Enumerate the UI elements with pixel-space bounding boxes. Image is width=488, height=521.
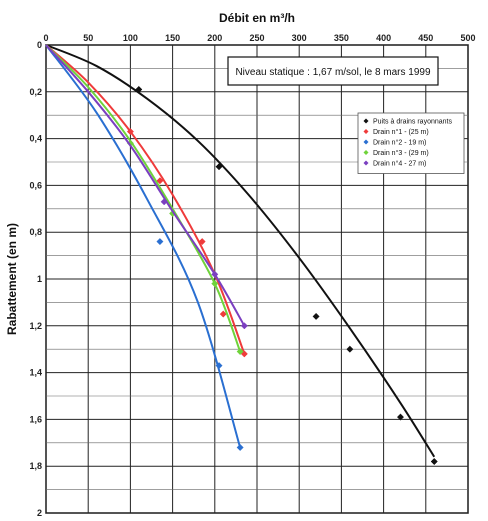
data-point bbox=[312, 312, 320, 320]
y-tick-label: 0,6 bbox=[29, 180, 42, 190]
data-point bbox=[236, 443, 244, 452]
data-point bbox=[135, 85, 143, 94]
y-axis-ticks: 0 0,2 0,4 0,6 0,8 1 1,2 1,4 1,6 1,8 2 bbox=[29, 40, 42, 518]
data-point bbox=[215, 163, 223, 171]
x-tick-label: 150 bbox=[165, 33, 180, 43]
y-tick-label: 1 bbox=[37, 274, 42, 284]
data-point bbox=[211, 280, 219, 288]
y-tick-label: 1,8 bbox=[29, 461, 42, 471]
annotation-text: Niveau statique : 1,67 m/sol, le 8 mars … bbox=[235, 67, 431, 78]
y-tick-label: 0,2 bbox=[29, 87, 42, 97]
x-tick-label: 100 bbox=[123, 33, 138, 43]
data-point bbox=[430, 457, 438, 466]
legend-item: Puits à drains rayonnants bbox=[363, 118, 452, 126]
y-tick-label: 0,8 bbox=[29, 227, 42, 237]
legend-marker bbox=[363, 118, 369, 124]
data-point bbox=[396, 413, 405, 421]
y-tick-label: 0 bbox=[37, 40, 42, 50]
legend: Puits à drains rayonnants Drain n°1 - (25… bbox=[357, 112, 465, 174]
y-axis-title: Rabattement (en m) bbox=[5, 223, 19, 335]
x-tick-label: 400 bbox=[376, 33, 391, 43]
series-line bbox=[45, 44, 246, 355]
x-tick-label: 300 bbox=[292, 33, 307, 43]
x-tick-label: 0 bbox=[43, 33, 48, 43]
legend-label: Drain n°1 - (25 m) bbox=[373, 128, 429, 136]
data-point bbox=[215, 362, 223, 370]
annotation-box: Niveau statique : 1,67 m/sol, le 8 mars … bbox=[227, 56, 439, 86]
data-point bbox=[126, 128, 134, 136]
legend-marker bbox=[363, 150, 369, 155]
legend-item: Drain n°2 - 19 m) bbox=[363, 139, 426, 147]
y-tick-label: 1,4 bbox=[29, 368, 42, 378]
legend-item: Drain n°3 - (29 m) bbox=[363, 149, 429, 157]
data-point bbox=[219, 310, 227, 318]
legend-marker bbox=[363, 129, 369, 134]
series-line bbox=[45, 44, 242, 352]
x-tick-label: 500 bbox=[460, 33, 475, 43]
data-point bbox=[211, 270, 219, 278]
series-5 bbox=[45, 44, 248, 330]
legend-label: Drain n°2 - 19 m) bbox=[373, 139, 426, 147]
series-1 bbox=[45, 44, 438, 466]
y-tick-label: 1,6 bbox=[29, 414, 42, 424]
x-tick-label: 450 bbox=[418, 33, 433, 43]
data-point bbox=[156, 177, 164, 185]
legend-label: Puits à drains rayonnants bbox=[373, 119, 452, 126]
legend-marker bbox=[363, 160, 369, 166]
legend-box bbox=[357, 112, 465, 174]
legend-item: Drain n°4 - 27 m) bbox=[363, 160, 426, 168]
data-point bbox=[156, 238, 164, 246]
x-axis-title: Débit en m³/h bbox=[219, 11, 295, 25]
y-tick-label: 2 bbox=[37, 508, 42, 518]
y-tick-label: 0,4 bbox=[29, 134, 42, 144]
series-3 bbox=[45, 44, 244, 452]
x-tick-label: 200 bbox=[207, 33, 222, 43]
data-point bbox=[160, 198, 168, 206]
x-tick-label: 350 bbox=[334, 33, 349, 43]
y-tick-label: 1,2 bbox=[29, 321, 42, 331]
data-point bbox=[236, 347, 244, 356]
series-line bbox=[45, 44, 436, 458]
data-point bbox=[240, 322, 248, 330]
legend-label: Drain n°4 - 27 m) bbox=[373, 160, 426, 168]
legend-item: Drain n°1 - (25 m) bbox=[363, 128, 429, 136]
x-axis-ticks: 0 50 100 150 200 250 300 350 400 450 500 bbox=[43, 33, 475, 43]
legend-marker bbox=[363, 139, 369, 145]
data-point bbox=[198, 238, 206, 246]
legend-label: Drain n°3 - (29 m) bbox=[373, 149, 429, 157]
series-layer bbox=[45, 44, 438, 466]
x-tick-label: 50 bbox=[83, 33, 93, 43]
x-tick-label: 250 bbox=[249, 33, 264, 43]
data-point bbox=[346, 345, 354, 353]
